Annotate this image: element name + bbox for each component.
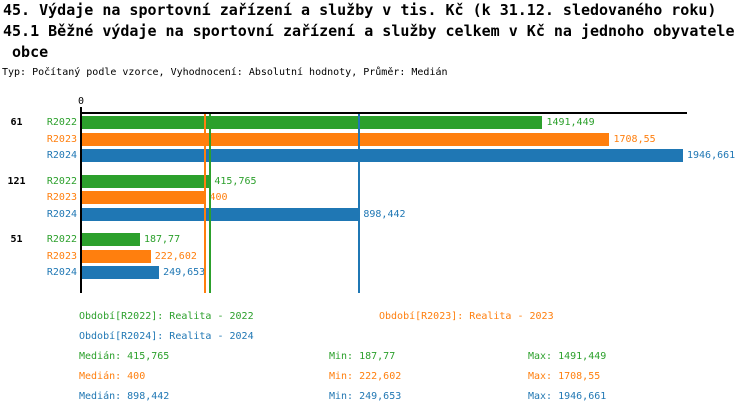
bar-r2022 (82, 233, 140, 246)
bar-value-r2022: 187,77 (143, 234, 181, 245)
report-meta: Typ: Počítaný podle vzorce, Vyhodnocení:… (2, 67, 448, 78)
category-label: 121 (7, 175, 26, 187)
median-line-r2024 (358, 114, 361, 293)
series-label-r2023: R2023 (46, 192, 77, 203)
stat-max-r2023: Max: 1708,55 (528, 371, 601, 382)
stat-median-r2022: Medián: 415,765 (79, 351, 170, 362)
report-title-line-3: obce (3, 43, 49, 61)
bar-value-r2023: 1708,55 (613, 133, 656, 145)
bar-value-r2022: 415,765 (214, 175, 257, 187)
x-axis-zero-tick: 0 (77, 96, 85, 107)
bar-value-r2023: 400 (209, 192, 228, 203)
bar-value-r2024: 898,442 (363, 208, 406, 220)
bar-r2024 (82, 149, 683, 162)
median-line-r2023 (204, 114, 207, 293)
stat-min-r2024: Min: 249,653 (329, 391, 402, 402)
series-label-r2022: R2022 (46, 175, 77, 187)
series-label-r2023: R2023 (46, 133, 77, 145)
stat-max-r2022: Max: 1491,449 (528, 351, 607, 362)
bar-value-r2022: 1491,449 (546, 117, 595, 128)
category-label: 61 (10, 117, 23, 128)
report-title-line-2: 45.1 Běžné výdaje na sportovní zařízení … (3, 22, 735, 40)
bar-r2022 (82, 174, 211, 188)
bar-r2024 (82, 266, 160, 279)
stat-min-r2023: Min: 222,602 (329, 371, 402, 382)
series-label-r2024: R2024 (46, 267, 77, 278)
legend-r2023: Období[R2023]: Realita - 2023 (379, 311, 554, 322)
category-label: 51 (10, 234, 23, 245)
stat-max-r2024: Max: 1946,661 (528, 391, 607, 402)
y-axis-line (80, 107, 82, 293)
series-label-r2024: R2024 (46, 150, 77, 161)
stat-min-r2022: Min: 187,77 (329, 351, 396, 362)
bar-r2023 (82, 191, 206, 204)
bar-r2023 (82, 132, 610, 146)
legend-r2022: Období[R2022]: Realita - 2022 (79, 311, 254, 322)
median-line-r2022 (209, 114, 212, 293)
bar-r2022 (82, 116, 543, 129)
x-axis-line (80, 112, 687, 114)
bar-r2024 (82, 207, 360, 221)
series-label-r2022: R2022 (46, 117, 77, 128)
stat-median-r2023: Medián: 400 (79, 371, 146, 382)
series-label-r2024: R2024 (46, 208, 77, 220)
series-label-r2022: R2022 (46, 234, 77, 245)
bar-value-r2024: 1946,661 (687, 150, 736, 161)
stat-median-r2024: Medián: 898,442 (79, 391, 170, 402)
bar-value-r2024: 249,653 (163, 267, 206, 278)
series-label-r2023: R2023 (46, 250, 77, 262)
bar-value-r2023: 222,602 (154, 250, 197, 262)
report-title-line-1: 45. Výdaje na sportovní zařízení a služb… (3, 1, 717, 19)
bar-r2023 (82, 249, 151, 263)
legend-r2024: Období[R2024]: Realita - 2024 (79, 331, 254, 342)
